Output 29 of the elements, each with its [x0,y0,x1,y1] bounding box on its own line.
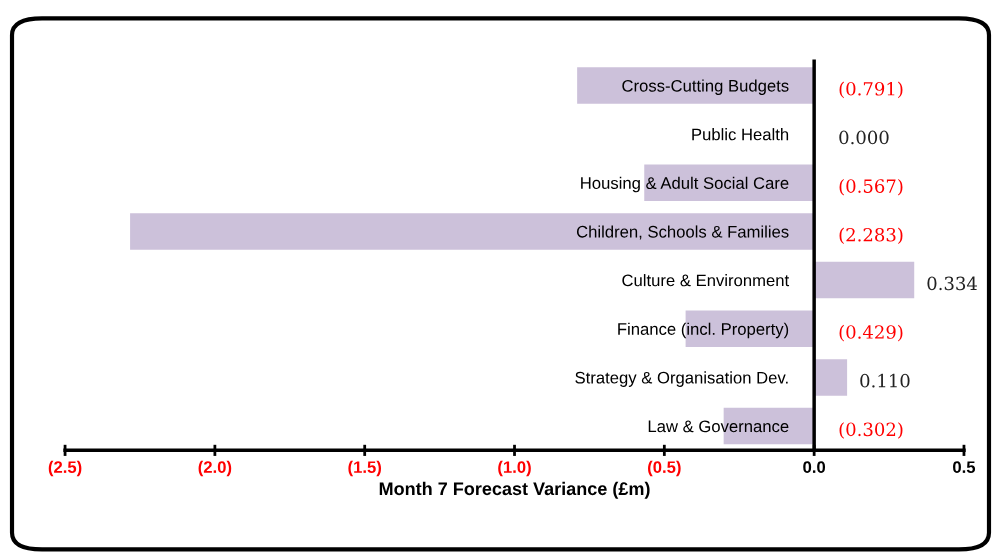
data-label: (0.429) [839,324,903,342]
y-tick-label: Culture & Environment [622,274,790,287]
data-label: (0.791) [839,81,903,99]
y-tick-label: Law & Governance [648,420,789,433]
bar [814,261,915,299]
x-tick-label: (2.0) [198,460,232,477]
x-tick-label: (1.0) [498,460,531,477]
bar [814,359,848,396]
y-tick-label: Finance (incl. Property) [618,322,789,339]
y-tick-label: Cross-Cutting Budgets [622,79,789,95]
y-tick-label: Housing & Adult Social Care [581,176,789,193]
data-label: 0.334 [927,276,977,291]
y-tick-label: Strategy & Organisation Dev. [575,371,788,387]
x-tick-label: (2.5) [48,460,82,477]
x-tick-label: (1.5) [348,460,382,477]
y-tick-label: Children, Schools & Families [576,225,789,240]
data-label: (0.302) [839,422,903,439]
data-label: 0.110 [860,373,910,388]
x-tick-label: 0.5 [953,461,976,474]
bar [130,213,815,250]
x-tick-label: (0.5) [648,460,681,477]
x-axis-title: Month 7 Forecast Variance (£m) [379,481,650,499]
data-label: (0.567) [839,178,903,196]
x-tick-label: 0.0 [803,461,826,474]
bar [577,67,815,104]
data-label: 0.000 [839,130,889,145]
data-label: (2.283) [839,227,903,245]
bar [644,164,815,202]
y-tick-label: Public Health [692,128,789,141]
